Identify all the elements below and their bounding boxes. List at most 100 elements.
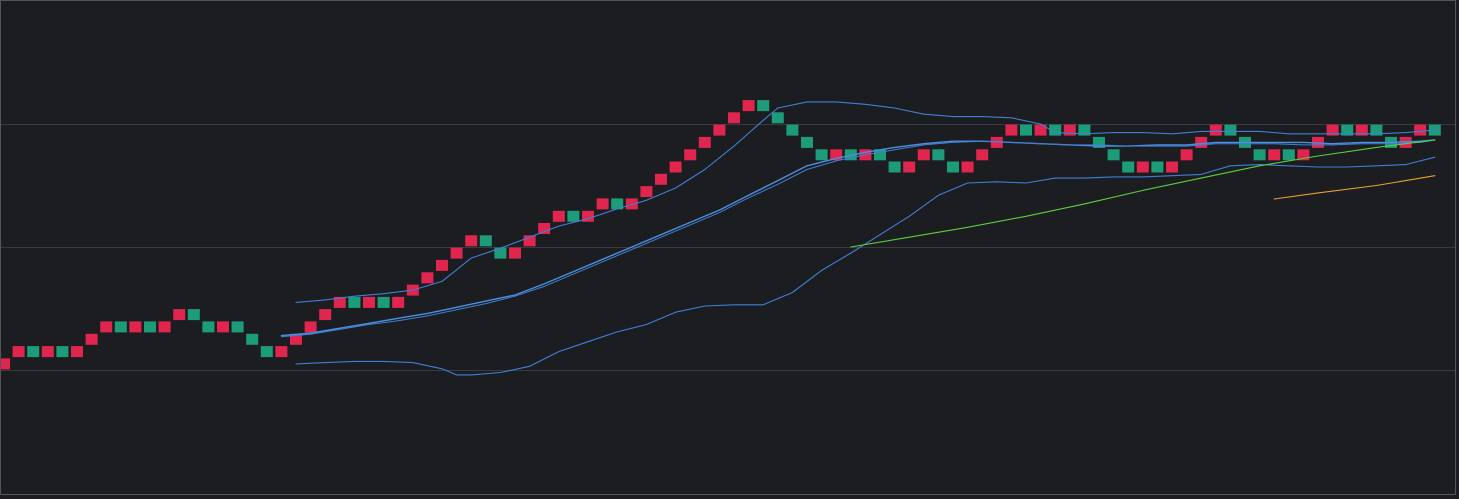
renko-brick-up xyxy=(0,358,10,370)
renko-brick-down xyxy=(144,321,156,333)
renko-brick-up xyxy=(450,247,463,259)
renko-brick-down xyxy=(1049,124,1062,136)
renko-brick-up xyxy=(669,161,682,173)
renko-brick-down xyxy=(567,210,580,222)
renko-brick-down xyxy=(1093,136,1105,148)
renko-brick-up xyxy=(1005,124,1018,136)
renko-brick-down xyxy=(187,309,200,321)
renko-brick-up xyxy=(290,333,302,345)
renko-brick-up xyxy=(742,100,755,112)
renko-brick-down xyxy=(786,124,799,136)
renko-brick-down xyxy=(114,321,127,333)
renko-brick-up xyxy=(85,333,98,345)
renko-brick-down xyxy=(771,112,784,124)
renko-brick-up xyxy=(363,296,375,308)
renko-brick-down xyxy=(1370,124,1383,136)
renko-brick-up xyxy=(698,136,711,148)
renko-brick-up xyxy=(1355,124,1368,136)
indicator-lines xyxy=(280,101,1436,376)
renko-brick-up xyxy=(12,346,25,358)
series-line-bb-lower xyxy=(295,156,1436,376)
renko-brick-up xyxy=(319,309,332,321)
renko-brick-up xyxy=(71,346,83,358)
series-line-bb-basis xyxy=(280,139,1436,337)
renko-brick-up xyxy=(728,112,740,124)
series-line-bb-upper xyxy=(295,101,1436,303)
renko-brick-up xyxy=(917,149,930,161)
renko-brick-down xyxy=(932,149,945,161)
renko-brick-up xyxy=(436,259,448,271)
renko-brick-up xyxy=(625,198,638,210)
renko-brick-up xyxy=(976,149,989,161)
renko-brick-up xyxy=(713,124,726,136)
renko-brick-down xyxy=(888,161,901,173)
renko-brick-down xyxy=(202,321,215,333)
series-line-ma-green xyxy=(850,139,1436,248)
renko-brick-up xyxy=(684,149,697,161)
renko-brick-up xyxy=(1195,136,1208,148)
renko-brick-up xyxy=(1209,124,1222,136)
renko-brick-down xyxy=(348,296,361,308)
renko-brick-up xyxy=(1063,124,1076,136)
renko-brick-up xyxy=(129,321,142,333)
renko-brick-down xyxy=(494,247,507,259)
renko-brick-up xyxy=(538,223,551,234)
renko-brick-down xyxy=(815,149,828,161)
renko-brick-up xyxy=(961,161,974,173)
renko-brick-up xyxy=(509,247,521,259)
renko-brick-up xyxy=(1414,124,1427,136)
renko-brick-down xyxy=(27,346,40,358)
renko-brick-up xyxy=(903,161,916,173)
renko-brick-up xyxy=(582,210,594,222)
renko-brick-up xyxy=(552,210,565,222)
renko-brick-up xyxy=(304,321,317,333)
renko-brick-down xyxy=(801,136,813,148)
renko-brick-down xyxy=(1078,124,1091,136)
renko-brick-down xyxy=(231,321,244,333)
renko-brick-up xyxy=(1034,124,1047,136)
renko-brick-up xyxy=(1180,149,1193,161)
series-line-ma-orange xyxy=(1273,175,1436,200)
renko-brick-down xyxy=(757,100,770,112)
renko-brick-down xyxy=(874,149,886,161)
renko-brick-down xyxy=(479,235,492,247)
renko-brick-up xyxy=(1297,149,1310,161)
renko-brick-down xyxy=(1107,149,1120,161)
grid-lines xyxy=(0,124,1456,371)
renko-brick-down xyxy=(1224,124,1237,136)
renko-brick-up xyxy=(465,235,478,247)
renko-brick-up xyxy=(275,346,288,358)
renko-brick-up xyxy=(830,149,843,161)
renko-brick-down xyxy=(246,333,259,345)
renko-brick-down xyxy=(947,161,959,173)
renko-brick-up xyxy=(1136,161,1149,173)
renko-brick-down xyxy=(1122,161,1135,173)
renko-brick-up xyxy=(523,235,536,247)
renko-brick-down xyxy=(1253,149,1266,161)
renko-brick-down xyxy=(1282,149,1295,161)
renko-brick-up xyxy=(100,321,113,333)
renko-brick-up xyxy=(158,321,171,333)
series-line-ma-fast xyxy=(280,139,1436,338)
renko-brick-up xyxy=(640,186,653,198)
renko-brick-up xyxy=(421,272,434,284)
renko-brick-up xyxy=(1326,124,1339,136)
renko-brick-up xyxy=(596,198,609,210)
renko-brick-down xyxy=(1020,124,1032,136)
renko-brick-down xyxy=(260,346,273,358)
renko-brick-up xyxy=(333,296,346,308)
renko-brick-up xyxy=(41,346,54,358)
renko-brick-down xyxy=(377,296,390,308)
renko-brick-up xyxy=(1166,161,1178,173)
renko-brick-up xyxy=(173,309,186,321)
renko-brick-down xyxy=(1151,161,1164,173)
renko-brick-up xyxy=(217,321,229,333)
renko-brick-down xyxy=(611,198,624,210)
renko-brick-up xyxy=(1268,149,1281,161)
renko-brick-up xyxy=(655,173,667,185)
renko-brick-up xyxy=(392,296,405,308)
